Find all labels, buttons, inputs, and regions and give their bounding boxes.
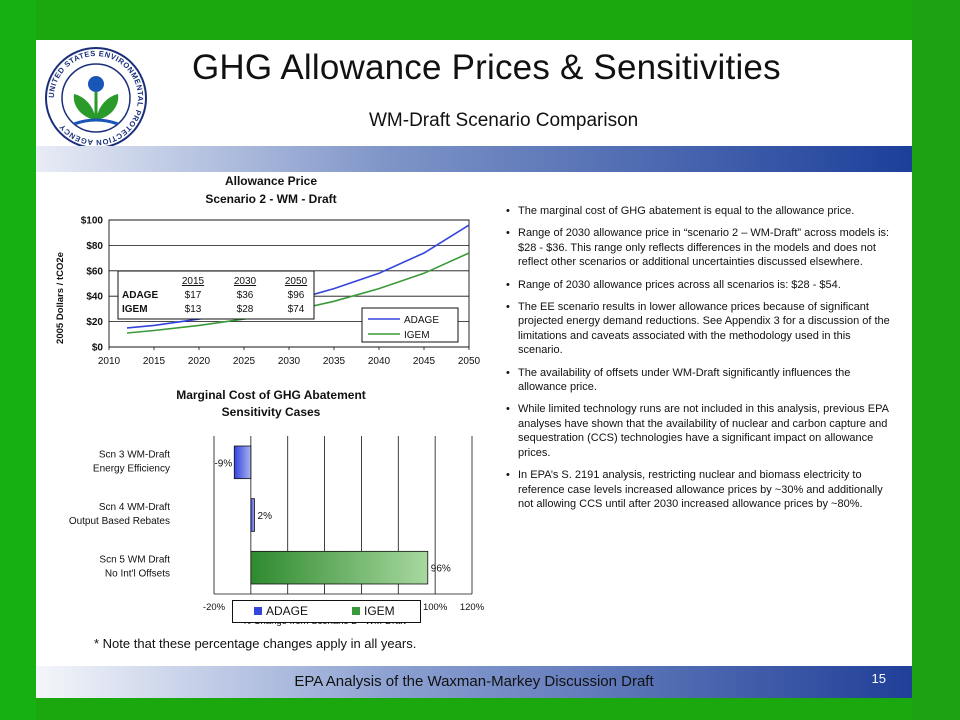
slide-subtitle: WM-Draft Scenario Comparison (369, 110, 639, 131)
line-chart-y-axis-label: 2005 Dollars / tCO2e (55, 252, 66, 344)
legend-label-adage: ADAGE (266, 604, 308, 618)
inset-cell: $96 (288, 290, 305, 301)
bullet-item: Range of 2030 allowance price in “scenar… (506, 226, 898, 269)
line-chart-legend: ADAGE IGEM (361, 307, 459, 343)
bullet-item: The EE scenario results in lower allowan… (506, 300, 898, 358)
x-tick-label: 2010 (98, 356, 121, 367)
sensitivity-bar-chart: Marginal Cost of GHG Abatement Sensitivi… (69, 388, 485, 627)
bar-adage (233, 445, 252, 480)
category-label: Scn 5 WM Draft (99, 555, 170, 566)
bar-igem (250, 550, 429, 585)
y-tick-label: $40 (86, 292, 103, 303)
footnote: * Note that these percentage changes app… (94, 636, 417, 651)
x-tick-label: 2040 (368, 356, 391, 367)
y-tick-label: $60 (86, 266, 103, 277)
legend-label-adage: ADAGE (404, 315, 439, 326)
x-tick-label: 2035 (323, 356, 346, 367)
inset-cell: $36 (237, 290, 254, 301)
background-stripe-right (912, 0, 960, 720)
inset-price-table: 2015 2030 2050 ADAGE $17 $36 $96 IGEM $1… (117, 270, 315, 320)
bullet-item: While limited technology runs are not in… (506, 402, 898, 460)
category-label: Scn 4 WM-Draft (99, 502, 170, 513)
bar-chart-bars: -9% 2% 96% (214, 445, 451, 585)
category-label: Scn 3 WM-Draft (99, 449, 170, 460)
x-tick-label: -20% (203, 602, 226, 613)
legend-swatch-adage (254, 607, 262, 615)
inset-header-2015: 2015 (182, 276, 205, 287)
slide: UNITED STATES ENVIRONMENTAL PROTECTION A… (36, 40, 912, 698)
bullet-item: Range of 2030 allowance prices across al… (506, 278, 898, 293)
category-label: No Int'l Offsets (105, 569, 170, 580)
line-chart-x-ticks: 2010 2015 2020 2025 2030 2035 2040 2045 2050 (98, 347, 481, 367)
slide-title: GHG Allowance Prices & Sensitivities (192, 48, 781, 87)
legend-label-igem: IGEM (404, 330, 430, 341)
inset-header-2050: 2050 (285, 276, 308, 287)
y-tick-label: $20 (86, 317, 103, 328)
line-chart-title: Allowance Price (225, 176, 317, 188)
inset-cell: $28 (237, 304, 254, 315)
bar-chart-subtitle: Sensitivity Cases (222, 405, 321, 419)
y-tick-label: $0 (92, 343, 104, 354)
y-tick-label: $100 (81, 216, 104, 227)
inset-header-2030: 2030 (234, 276, 257, 287)
inset-cell: $17 (185, 290, 202, 301)
x-tick-label: 2020 (188, 356, 211, 367)
data-label: -9% (214, 458, 232, 469)
inset-cell: $13 (185, 304, 202, 315)
data-label: 2% (258, 511, 273, 522)
bar-adage (250, 498, 255, 532)
allowance-price-chart: Allowance Price Scenario 2 - WM - Draft … (55, 176, 481, 367)
x-tick-label: 100% (423, 602, 448, 613)
x-tick-label: 2050 (458, 356, 481, 367)
line-chart-subtitle: Scenario 2 - WM - Draft (205, 192, 336, 206)
category-label: Energy Efficiency (93, 463, 170, 474)
header-band (36, 146, 912, 172)
bullet-list: The marginal cost of GHG abatement is eq… (506, 204, 898, 519)
inset-cell: $74 (288, 304, 305, 315)
category-label: Output Based Rebates (69, 516, 170, 527)
bullet-item: The availability of offsets under WM-Dra… (506, 366, 898, 395)
inset-row-label-adage: ADAGE (122, 290, 158, 301)
x-tick-label: 2015 (143, 356, 166, 367)
x-tick-label: 120% (460, 602, 485, 613)
x-tick-label: 2045 (413, 356, 436, 367)
x-tick-label: 2030 (278, 356, 301, 367)
page-number: 15 (871, 671, 886, 686)
footer-text: EPA Analysis of the Waxman-Markey Discus… (294, 673, 654, 690)
bar-chart-title: Marginal Cost of GHG Abatement (176, 388, 366, 402)
data-label: 96% (431, 564, 451, 575)
y-tick-label: $80 (86, 241, 103, 252)
epa-logo: UNITED STATES ENVIRONMENTAL PROTECTION A… (45, 47, 147, 149)
line-chart-y-ticks: $0 $20 $40 $60 $80 $100 (81, 216, 104, 354)
legend-label-igem: IGEM (364, 604, 395, 618)
bullet-item: The marginal cost of GHG abatement is eq… (506, 204, 898, 219)
bar-chart-categories: Scn 3 WM-Draft Energy Efficiency Scn 4 WM-… (69, 449, 170, 579)
bullet-item: In EPA’s S. 2191 analysis, restricting n… (506, 468, 898, 511)
bar-chart-legend: ADAGE IGEM (232, 600, 421, 623)
x-tick-label: 2025 (233, 356, 256, 367)
legend-swatch-igem (352, 607, 360, 615)
background-stripe-left (0, 0, 36, 720)
footer-band: EPA Analysis of the Waxman-Markey Discus… (36, 666, 912, 698)
inset-row-label-igem: IGEM (122, 304, 148, 315)
